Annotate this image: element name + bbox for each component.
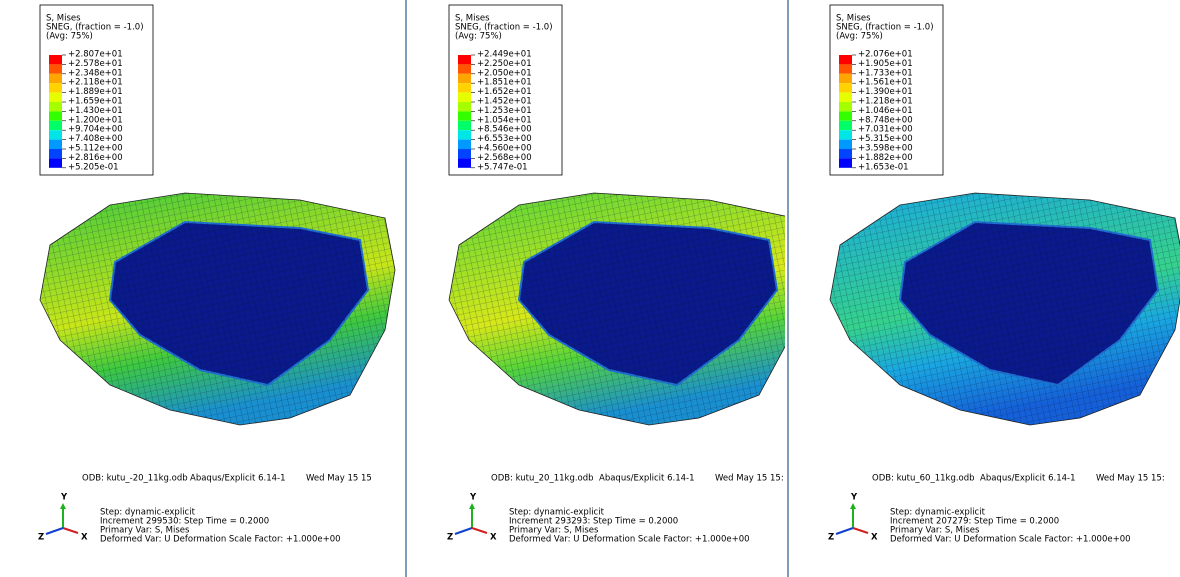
separator	[787, 0, 789, 577]
odb-info: ODB: kutu_20_11kg.odb	[491, 474, 594, 484]
legend-swatch	[49, 140, 62, 149]
axis-z	[455, 528, 472, 534]
axis-label: X	[490, 533, 497, 543]
legend-swatch	[49, 93, 62, 102]
legend-swatch	[49, 55, 62, 64]
legend-swatch	[458, 111, 471, 120]
odb-info: Wed May 15 15	[306, 474, 372, 484]
axis-x	[853, 528, 868, 533]
step-info: Deformed Var: U Deformation Scale Factor…	[100, 535, 341, 545]
separator	[405, 0, 407, 577]
legend-swatch	[458, 83, 471, 92]
odb-info: Abaqus/Explicit 6.14-1	[190, 474, 285, 484]
axis-label: Z	[38, 533, 44, 543]
step-info: Deformed Var: U Deformation Scale Factor…	[509, 535, 750, 545]
legend-value: +5.747e-01	[477, 162, 528, 172]
axis-label: Z	[447, 533, 453, 543]
legend-swatch	[839, 55, 852, 64]
legend-swatch	[839, 130, 852, 139]
axis-z	[46, 528, 63, 534]
axis-x	[63, 528, 78, 533]
legend-swatch	[458, 102, 471, 111]
axis-label: Y	[60, 493, 68, 503]
axis-label: Z	[828, 533, 834, 543]
legend-title: (Avg: 75%)	[46, 32, 93, 42]
odb-info: Wed May 15 15:	[1096, 474, 1165, 484]
legend-swatch	[49, 111, 62, 120]
axis-x	[472, 528, 487, 533]
axis-y-head	[60, 503, 66, 509]
step-info: Deformed Var: U Deformation Scale Factor…	[890, 535, 1131, 545]
legend-swatch	[839, 74, 852, 83]
page: S, MisesSNEG, (fraction = -1.0)(Avg: 75%…	[0, 0, 1180, 577]
legend-swatch	[839, 93, 852, 102]
legend-swatch	[458, 64, 471, 73]
legend-swatch	[49, 102, 62, 111]
axis-label: X	[871, 533, 878, 543]
legend-swatch	[839, 121, 852, 130]
legend-swatch	[839, 102, 852, 111]
legend-value: +5.205e-01	[68, 162, 119, 172]
legend-swatch	[839, 149, 852, 158]
legend-title: (Avg: 75%)	[455, 32, 502, 42]
legend-swatch	[49, 83, 62, 92]
legend-swatch	[458, 93, 471, 102]
legend-swatch	[839, 111, 852, 120]
legend-swatch	[839, 140, 852, 149]
legend-title: (Avg: 75%)	[836, 32, 883, 42]
legend-value: +1.653e-01	[858, 162, 909, 172]
legend-swatch	[49, 149, 62, 158]
axis-label: X	[81, 533, 88, 543]
odb-info: Abaqus/Explicit 6.14-1	[980, 474, 1075, 484]
legend-swatch	[49, 64, 62, 73]
legend-swatch	[49, 74, 62, 83]
legend-swatch	[839, 64, 852, 73]
axis-label: Y	[469, 493, 477, 503]
legend-swatch	[458, 130, 471, 139]
legend-swatch	[49, 158, 62, 167]
legend-swatch	[458, 55, 471, 64]
legend-swatch	[458, 121, 471, 130]
legend-swatch	[49, 130, 62, 139]
legend-swatch	[839, 158, 852, 167]
odb-info: ODB: kutu_-20_11kg.odb	[82, 474, 188, 484]
legend-swatch	[458, 149, 471, 158]
odb-info: Abaqus/Explicit 6.14-1	[599, 474, 694, 484]
legend-swatch	[458, 74, 471, 83]
axis-z	[836, 528, 853, 534]
legend-swatch	[839, 83, 852, 92]
odb-info: ODB: kutu_60_11kg.odb	[872, 474, 975, 484]
legend-swatch	[49, 121, 62, 130]
axis-label: Y	[850, 493, 858, 503]
axis-y-head	[850, 503, 856, 509]
legend-swatch	[458, 140, 471, 149]
legend-swatch	[458, 158, 471, 167]
axis-y-head	[469, 503, 475, 509]
odb-info: Wed May 15 15:	[715, 474, 784, 484]
